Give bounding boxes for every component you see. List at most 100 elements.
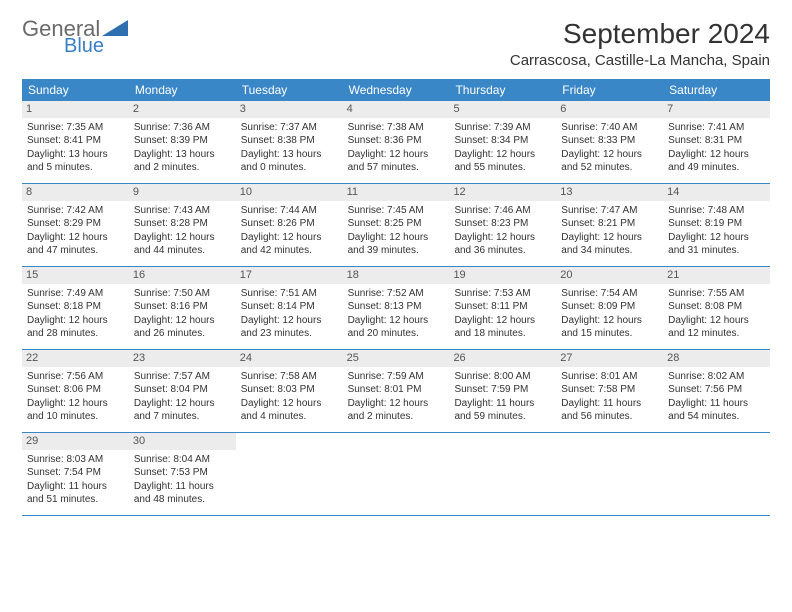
day-day1: Daylight: 13 hours [241, 148, 338, 162]
day-sunrise: Sunrise: 7:47 AM [561, 204, 658, 218]
day-number: 1 [22, 101, 129, 118]
day-cell: 7Sunrise: 7:41 AMSunset: 8:31 PMDaylight… [663, 101, 770, 183]
day-day2: and 0 minutes. [241, 161, 338, 175]
day-day2: and 31 minutes. [668, 244, 765, 258]
day-sunrise: Sunrise: 7:36 AM [134, 121, 231, 135]
weekday-sunday: Sunday [22, 79, 129, 101]
day-number: 9 [129, 184, 236, 201]
weeks-container: 1Sunrise: 7:35 AMSunset: 8:41 PMDaylight… [22, 101, 770, 516]
day-cell: 25Sunrise: 7:59 AMSunset: 8:01 PMDayligh… [343, 350, 450, 432]
day-sunrise: Sunrise: 7:44 AM [241, 204, 338, 218]
day-sunset: Sunset: 8:04 PM [134, 383, 231, 397]
day-day2: and 2 minutes. [134, 161, 231, 175]
day-cell: 29Sunrise: 8:03 AMSunset: 7:54 PMDayligh… [22, 433, 129, 515]
day-day1: Daylight: 12 hours [348, 314, 445, 328]
day-cell: 22Sunrise: 7:56 AMSunset: 8:06 PMDayligh… [22, 350, 129, 432]
day-sunrise: Sunrise: 7:42 AM [27, 204, 124, 218]
day-sunset: Sunset: 8:16 PM [134, 300, 231, 314]
day-sunset: Sunset: 8:29 PM [27, 217, 124, 231]
day-sunset: Sunset: 8:36 PM [348, 134, 445, 148]
day-number: 4 [343, 101, 450, 118]
day-sunset: Sunset: 8:33 PM [561, 134, 658, 148]
day-sunset: Sunset: 8:38 PM [241, 134, 338, 148]
day-sunrise: Sunrise: 7:53 AM [454, 287, 551, 301]
day-cell: 9Sunrise: 7:43 AMSunset: 8:28 PMDaylight… [129, 184, 236, 266]
day-day1: Daylight: 12 hours [241, 397, 338, 411]
day-number: 22 [22, 350, 129, 367]
day-day1: Daylight: 11 hours [134, 480, 231, 494]
week-row: 29Sunrise: 8:03 AMSunset: 7:54 PMDayligh… [22, 433, 770, 516]
day-number: 18 [343, 267, 450, 284]
day-sunrise: Sunrise: 7:40 AM [561, 121, 658, 135]
weekday-wednesday: Wednesday [343, 79, 450, 101]
day-sunrise: Sunrise: 7:45 AM [348, 204, 445, 218]
day-number: 23 [129, 350, 236, 367]
day-number: 17 [236, 267, 343, 284]
day-sunrise: Sunrise: 7:54 AM [561, 287, 658, 301]
location-text: Carrascosa, Castille-La Mancha, Spain [510, 52, 770, 69]
day-day2: and 49 minutes. [668, 161, 765, 175]
day-number: 29 [22, 433, 129, 450]
day-sunset: Sunset: 8:09 PM [561, 300, 658, 314]
day-day2: and 59 minutes. [454, 410, 551, 424]
day-sunset: Sunset: 8:08 PM [668, 300, 765, 314]
day-day2: and 4 minutes. [241, 410, 338, 424]
day-day1: Daylight: 12 hours [27, 314, 124, 328]
weekday-tuesday: Tuesday [236, 79, 343, 101]
day-number: 30 [129, 433, 236, 450]
day-day2: and 26 minutes. [134, 327, 231, 341]
day-cell: 14Sunrise: 7:48 AMSunset: 8:19 PMDayligh… [663, 184, 770, 266]
day-sunrise: Sunrise: 7:43 AM [134, 204, 231, 218]
day-day1: Daylight: 12 hours [134, 231, 231, 245]
day-day1: Daylight: 12 hours [241, 314, 338, 328]
day-sunset: Sunset: 8:03 PM [241, 383, 338, 397]
day-number: 6 [556, 101, 663, 118]
day-cell: 17Sunrise: 7:51 AMSunset: 8:14 PMDayligh… [236, 267, 343, 349]
day-day2: and 54 minutes. [668, 410, 765, 424]
day-cell: 1Sunrise: 7:35 AMSunset: 8:41 PMDaylight… [22, 101, 129, 183]
day-day1: Daylight: 11 hours [668, 397, 765, 411]
day-cell: 3Sunrise: 7:37 AMSunset: 8:38 PMDaylight… [236, 101, 343, 183]
day-day1: Daylight: 12 hours [454, 148, 551, 162]
day-day2: and 44 minutes. [134, 244, 231, 258]
day-day1: Daylight: 12 hours [348, 231, 445, 245]
day-day1: Daylight: 12 hours [561, 231, 658, 245]
day-cell-empty [556, 433, 663, 515]
day-day1: Daylight: 12 hours [348, 148, 445, 162]
day-cell: 12Sunrise: 7:46 AMSunset: 8:23 PMDayligh… [449, 184, 556, 266]
day-day1: Daylight: 11 hours [561, 397, 658, 411]
day-sunrise: Sunrise: 7:49 AM [27, 287, 124, 301]
day-sunset: Sunset: 7:56 PM [668, 383, 765, 397]
day-sunrise: Sunrise: 7:46 AM [454, 204, 551, 218]
day-sunset: Sunset: 8:06 PM [27, 383, 124, 397]
day-sunset: Sunset: 7:58 PM [561, 383, 658, 397]
day-number: 10 [236, 184, 343, 201]
day-sunset: Sunset: 8:25 PM [348, 217, 445, 231]
month-title: September 2024 [510, 18, 770, 50]
day-sunrise: Sunrise: 8:04 AM [134, 453, 231, 467]
day-day1: Daylight: 12 hours [348, 397, 445, 411]
day-sunset: Sunset: 8:01 PM [348, 383, 445, 397]
day-day2: and 56 minutes. [561, 410, 658, 424]
day-day2: and 47 minutes. [27, 244, 124, 258]
day-sunrise: Sunrise: 7:48 AM [668, 204, 765, 218]
logo: General Blue [22, 18, 128, 56]
day-day2: and 5 minutes. [27, 161, 124, 175]
day-cell-empty [343, 433, 450, 515]
day-number: 26 [449, 350, 556, 367]
day-sunset: Sunset: 8:39 PM [134, 134, 231, 148]
day-day1: Daylight: 12 hours [561, 148, 658, 162]
day-day1: Daylight: 12 hours [668, 231, 765, 245]
day-sunset: Sunset: 8:26 PM [241, 217, 338, 231]
day-sunset: Sunset: 8:34 PM [454, 134, 551, 148]
day-number: 16 [129, 267, 236, 284]
day-sunrise: Sunrise: 7:55 AM [668, 287, 765, 301]
day-cell: 4Sunrise: 7:38 AMSunset: 8:36 PMDaylight… [343, 101, 450, 183]
day-sunrise: Sunrise: 7:52 AM [348, 287, 445, 301]
day-day2: and 7 minutes. [134, 410, 231, 424]
day-sunrise: Sunrise: 7:51 AM [241, 287, 338, 301]
calendar: Sunday Monday Tuesday Wednesday Thursday… [22, 79, 770, 516]
day-cell: 30Sunrise: 8:04 AMSunset: 7:53 PMDayligh… [129, 433, 236, 515]
day-day2: and 23 minutes. [241, 327, 338, 341]
day-day1: Daylight: 12 hours [27, 231, 124, 245]
